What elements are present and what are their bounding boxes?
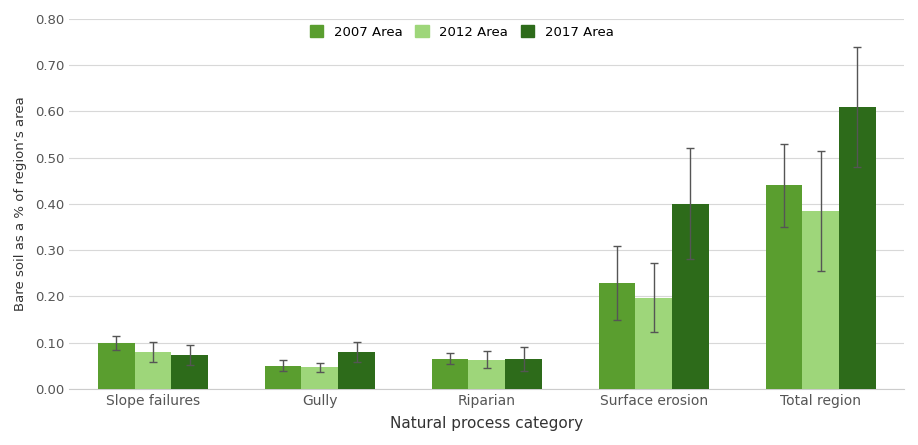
Bar [802, 211, 839, 389]
Bar [264, 366, 301, 389]
Bar [135, 352, 172, 389]
Bar [635, 298, 672, 389]
Bar [839, 107, 876, 389]
Bar [505, 359, 542, 389]
X-axis label: Natural process category: Natural process category [390, 416, 583, 431]
Bar [301, 367, 338, 389]
Bar [172, 355, 208, 389]
Bar [468, 360, 505, 389]
Bar [338, 352, 375, 389]
Bar [672, 204, 709, 389]
Legend: 2007 Area, 2012 Area, 2017 Area: 2007 Area, 2012 Area, 2017 Area [309, 25, 614, 39]
Bar [98, 343, 135, 389]
Bar [599, 283, 635, 389]
Bar [766, 186, 802, 389]
Y-axis label: Bare soil as a % of region’s area: Bare soil as a % of region’s area [14, 97, 27, 312]
Bar [431, 359, 468, 389]
